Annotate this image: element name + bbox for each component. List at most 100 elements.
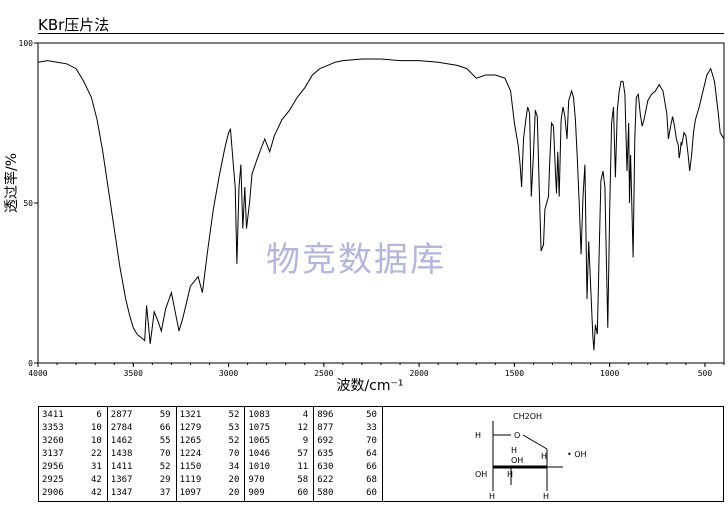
peak-table-row: 1083 4 [248,409,310,422]
peak-wavenumber: 2877 [110,410,133,420]
structure-diagram: CH2OH O H H OH H OH H H H • OH [475,412,587,501]
peak-transmittance: 70 [366,436,377,446]
y-tick-label: 0 [28,359,33,368]
peak-table-row: 877 33 [317,422,379,435]
peak-wavenumber: 3411 [42,410,64,420]
peak-table-row: 970 58 [248,474,310,487]
peak-transmittance: 42 [90,475,102,485]
peak-transmittance: 50 [366,410,377,420]
structure-label-h2: H [511,446,517,455]
peak-wavenumber: 896 [317,410,334,420]
peak-table-row: 2906 42 [42,487,104,500]
peak-transmittance: 9 [302,436,309,446]
structure-label-h6: H [543,492,549,501]
peak-wavenumber: 692 [317,436,334,446]
peak-table-row: 3411 6 [42,409,104,422]
peak-table-row: 896 50 [317,409,379,422]
structure-panel: CH2OH O H H OH H OH H H H • OH [383,406,724,502]
peak-wavenumber: 1224 [179,449,202,459]
peak-wavenumber: 1083 [248,410,271,420]
x-tick-label: 4000 [28,369,47,378]
x-tick-label: 2500 [314,369,333,378]
peak-transmittance: 22 [90,449,102,459]
peak-table-row: 1411 52 [111,461,173,474]
peak-transmittance: 29 [159,475,171,485]
peak-wavenumber: 635 [317,449,334,459]
peak-table-row: 1119 20 [180,474,242,487]
peak-wavenumber: 1367 [110,475,133,485]
peak-table-row: 2784 66 [111,422,173,435]
peak-wavenumber: 3137 [42,449,64,459]
peak-transmittance: 33 [366,423,377,433]
peak-table-row: 1367 29 [111,474,173,487]
peak-transmittance: 4 [302,410,309,420]
peak-wavenumber: 3353 [42,423,64,433]
x-axis-label: 波数/cm⁻¹ [336,378,403,394]
peak-table-column: 3411 6 3353 10 3260 10 3137 22 2956 31 2925 42 2906 4… [39,407,107,501]
x-tick-label: 1000 [600,369,619,378]
peak-wavenumber: 1279 [179,423,202,433]
peak-wavenumber: 1046 [248,449,271,459]
peak-transmittance: 70 [159,449,171,459]
peak-transmittance: 34 [228,462,240,472]
peak-wavenumber: 1010 [248,462,271,472]
peak-transmittance: 57 [297,449,309,459]
x-tick-label: 3000 [219,369,238,378]
peak-table-row: 3137 22 [42,448,104,461]
y-axis-label: 透过率/% [3,153,20,213]
peak-table-row: 2956 31 [42,461,104,474]
page-title: KBr压片法 [38,16,110,34]
y-tick-label: 50 [23,199,33,208]
y-tick-label: 100 [19,39,34,48]
peak-wavenumber: 1347 [110,488,133,498]
peak-wavenumber: 1265 [179,436,202,446]
structure-label-oh2: OH [475,470,487,479]
peak-wavenumber: 2956 [42,462,64,472]
peak-wavenumber: 909 [248,488,265,498]
peak-transmittance: 10 [90,436,102,446]
peak-transmittance: 64 [366,449,377,459]
peak-wavenumber: 970 [248,475,265,485]
structure-label-oh3: • OH [567,450,587,459]
peak-wavenumber: 630 [317,462,334,472]
peak-transmittance: 37 [159,488,171,498]
peak-transmittance: 20 [228,475,240,485]
peak-transmittance: 60 [366,488,377,498]
peak-wavenumber: 622 [317,475,334,485]
structure-label-h3: H [541,452,547,461]
x-tick-label: 3500 [124,369,143,378]
x-tick-label: 1500 [505,369,524,378]
peak-wavenumber: 1075 [248,423,271,433]
peak-transmittance: 10 [90,423,102,433]
peak-transmittance: 59 [159,410,171,420]
peak-table-row: 1097 20 [180,487,242,500]
peak-transmittance: 12 [297,423,309,433]
peak-transmittance: 6 [96,410,102,420]
plot-frame [37,42,725,364]
structure-label-ring-o: O [514,431,520,440]
peak-transmittance: 11 [297,462,309,472]
axes [37,42,725,364]
peak-wavenumber: 1150 [179,462,202,472]
peak-table-row: 580 60 [317,487,379,500]
structure-label-oh1: OH [511,456,523,465]
x-tick-label: 2000 [409,369,428,378]
peak-table-row: 1010 11 [248,461,310,474]
structure-label-h1: H [475,431,481,440]
peak-table-row: 1438 70 [111,448,173,461]
peak-table-row: 1279 53 [180,422,242,435]
peak-table-row: 2925 42 [42,474,104,487]
peak-transmittance: 66 [366,462,377,472]
peak-table-row: 1046 57 [248,448,310,461]
peak-table-column: 1083 4 1075 12 1065 9 1046 57 1010 11 970 58 909 60 [244,407,313,501]
peak-table-row: 1347 37 [111,487,173,500]
peak-transmittance: 53 [228,423,240,433]
peak-transmittance: 31 [90,462,102,472]
peak-table-row: 909 60 [248,487,310,500]
peak-table-column: 1321 52 1279 53 1265 52 1224 70 1150 34 1119 20 1097… [175,407,245,501]
watermark: 物竞数据库 [266,240,446,280]
peak-table-column: 2877 59 2784 66 1462 55 1438 70 1411 52 1367 29 1347… [106,407,176,501]
structure-label-h4: H [507,470,513,479]
peak-wavenumber: 2906 [42,488,64,498]
peak-transmittance: 58 [297,475,309,485]
